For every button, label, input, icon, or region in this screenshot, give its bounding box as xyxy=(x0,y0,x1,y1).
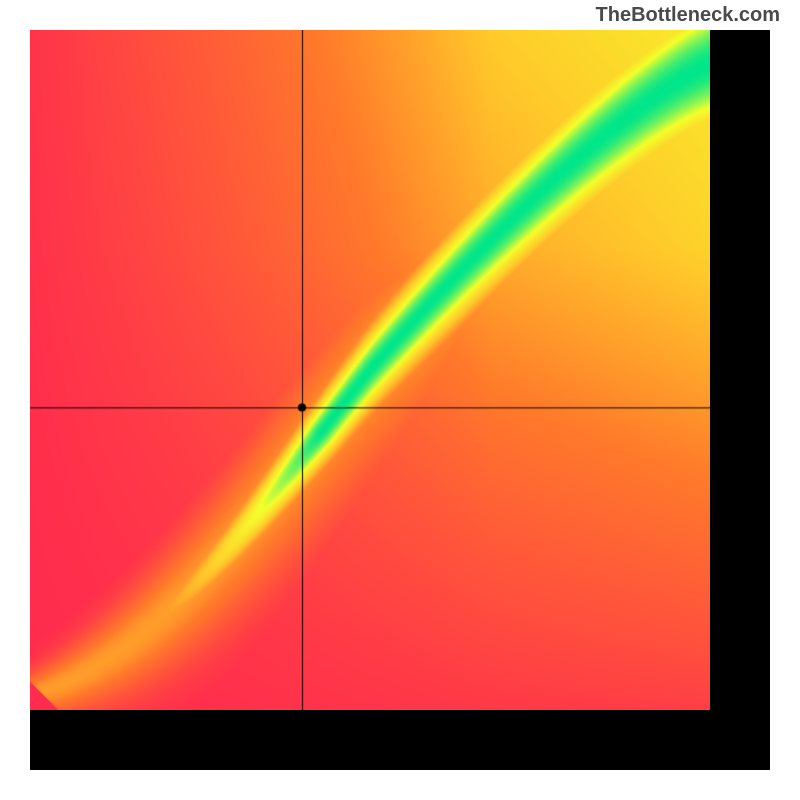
root-container: TheBottleneck.com xyxy=(0,0,800,800)
heatmap-canvas xyxy=(30,30,710,710)
watermark-text: TheBottleneck.com xyxy=(596,4,780,27)
